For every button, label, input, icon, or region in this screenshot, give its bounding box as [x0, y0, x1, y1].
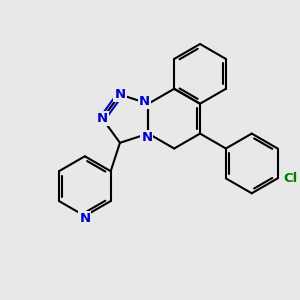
Text: N: N — [141, 131, 152, 144]
Text: Cl: Cl — [283, 172, 297, 185]
Text: N: N — [139, 95, 150, 108]
Text: N: N — [114, 88, 125, 101]
Text: N: N — [79, 212, 90, 226]
Text: N: N — [97, 112, 108, 125]
